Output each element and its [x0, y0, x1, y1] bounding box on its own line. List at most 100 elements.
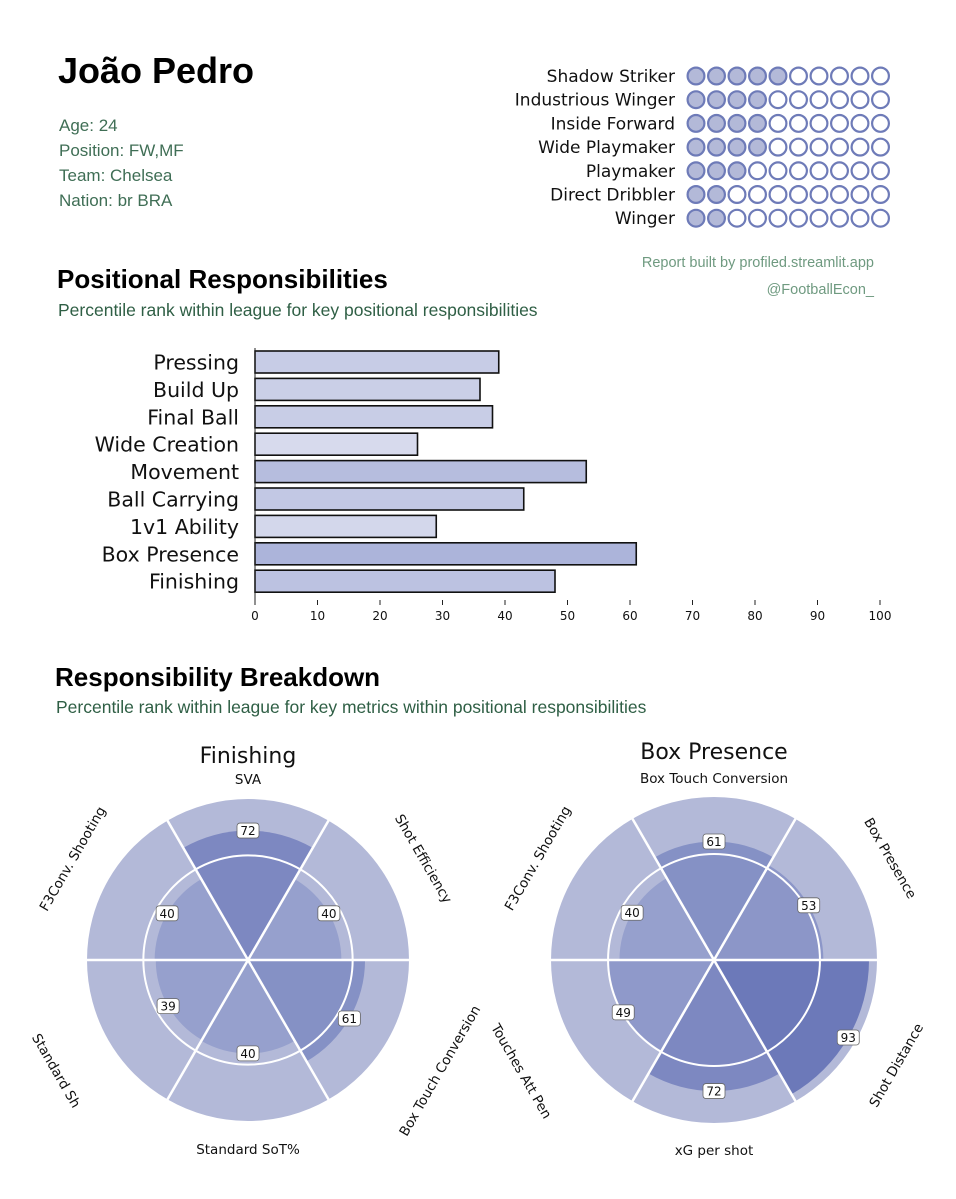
value-badge-xg-per-shot: [702, 1083, 726, 1099]
breakdown-subtitle: Percentile rank within league for key me…: [56, 697, 647, 717]
slice-box-presence: [714, 865, 824, 960]
slice-label-box-presence: Box Presence: [860, 815, 919, 901]
role-dot: [870, 137, 890, 157]
bar-label-finishing: Finishing: [149, 570, 239, 594]
role-dot: [829, 137, 849, 157]
role-dot: [809, 90, 829, 110]
role-dot: [850, 137, 870, 157]
slice-box-touch-conversion: [248, 960, 366, 1062]
bar-finishing: [254, 569, 556, 594]
role-dot: [829, 90, 849, 110]
role-dot: [788, 137, 808, 157]
slice-label-f3conv-shooting: F3Conv. Shooting: [37, 804, 110, 914]
role-dot: [747, 137, 767, 157]
role-dot: [747, 66, 767, 86]
role-dot: [870, 161, 890, 181]
role-dot: [747, 90, 767, 110]
bar-label-box-presence: Box Presence: [102, 542, 239, 566]
value-label-sva: 72: [240, 824, 255, 838]
role-dot: [768, 161, 788, 181]
x-tick-label: 0: [251, 609, 259, 623]
role-dot: [706, 66, 726, 86]
role-dot: [686, 161, 706, 181]
x-tick-label: 100: [869, 609, 892, 623]
role-dot: [788, 66, 808, 86]
slice-xg-per-shot: [648, 960, 780, 1092]
role-label-shadow-striker: Shadow Striker: [547, 67, 675, 87]
role-dot: [706, 113, 726, 133]
value-badge-touches-att-pen: [611, 1004, 635, 1021]
player-nation: Nation: br BRA: [59, 191, 173, 210]
role-dot: [747, 208, 767, 228]
breakdown-title: Responsibility Breakdown: [55, 662, 381, 692]
role-label-wide-playmaker: Wide Playmaker: [538, 138, 675, 158]
bar-1v1-ability: [254, 514, 438, 539]
slice-label-shot-distance: Shot Distance: [866, 1021, 927, 1110]
x-tick-label: 30: [435, 609, 450, 623]
role-dot: [809, 137, 829, 157]
bar-final-ball: [254, 404, 494, 429]
role-dot: [788, 185, 808, 205]
slice-touches-att-pen: [609, 960, 714, 1051]
bar-pressing: [254, 350, 500, 374]
value-badge-box-touch-conversion: [702, 833, 726, 850]
role-dot: [850, 161, 870, 181]
role-dot: [706, 90, 726, 110]
role-dot: [850, 208, 870, 228]
value-badge-box-presence: [797, 897, 821, 914]
slice-label-sva: SVA: [235, 772, 262, 788]
radial-title: Box Presence: [640, 740, 787, 765]
bar-movement: [254, 459, 588, 484]
positional-subtitle: Percentile rank within league for key po…: [58, 300, 538, 320]
slice-f3conv-shooting: [154, 879, 248, 960]
slice-separator: [165, 959, 250, 1102]
bar-label-build-up: Build Up: [153, 378, 239, 402]
bar-label-movement: Movement: [130, 460, 239, 484]
value-label-f3conv-shooting: 40: [624, 906, 639, 920]
x-tick-label: 90: [810, 609, 825, 623]
x-tick-label: 20: [372, 609, 387, 623]
slice-separator: [630, 816, 716, 961]
role-dot: [829, 113, 849, 133]
role-dot: [747, 161, 767, 181]
value-badge-sva: [236, 822, 260, 839]
role-dot: [829, 185, 849, 205]
role-dot: [768, 66, 788, 86]
slice-f3conv-shooting: [619, 878, 714, 960]
role-dot: [727, 90, 747, 110]
bar-build-up: [254, 377, 481, 402]
value-label-box-touch-conversion: 61: [706, 835, 721, 849]
role-dot: [706, 137, 726, 157]
role-dot: [686, 90, 706, 110]
x-tick-label: 50: [560, 609, 575, 623]
role-dot: [727, 161, 747, 181]
value-badge-f3conv-shooting: [620, 904, 644, 921]
slice-standard-sot: [201, 960, 295, 1054]
role-label-direct-dribbler: Direct Dribbler: [550, 186, 675, 206]
slice-separator: [246, 959, 331, 1102]
role-dot: [788, 208, 808, 228]
slice-separator: [630, 959, 716, 1104]
slice-box-touch-conversion: [654, 841, 774, 960]
value-label-shot-distance: 93: [841, 1031, 856, 1045]
role-dot: [768, 208, 788, 228]
role-dot: [809, 161, 829, 181]
value-label-standard-sh: 39: [160, 1000, 175, 1014]
bar-label-pressing: Pressing: [153, 351, 239, 375]
x-tick-label: 10: [310, 609, 325, 623]
role-dot: [809, 185, 829, 205]
slice-label-shot-efficiency: Shot Efficiency: [391, 812, 455, 907]
player-name: João Pedro: [58, 50, 255, 91]
role-dot: [870, 90, 890, 110]
role-dot: [829, 208, 849, 228]
role-dot: [870, 113, 890, 133]
slice-label-xg-per-shot: xG per shot: [675, 1143, 754, 1159]
positional-bar-chart: Pressing Build Up Final Ball Wide Creation M…: [95, 348, 892, 623]
role-dot: [850, 90, 870, 110]
role-dot: [686, 66, 706, 86]
value-label-standard-sot: 40: [240, 1047, 255, 1061]
slice-label-box-touch-conversion: Box Touch Conversion: [640, 771, 788, 787]
value-label-f3conv-shooting: 40: [159, 907, 174, 921]
bar-label-1v1-ability: 1v1 Ability: [130, 515, 239, 539]
